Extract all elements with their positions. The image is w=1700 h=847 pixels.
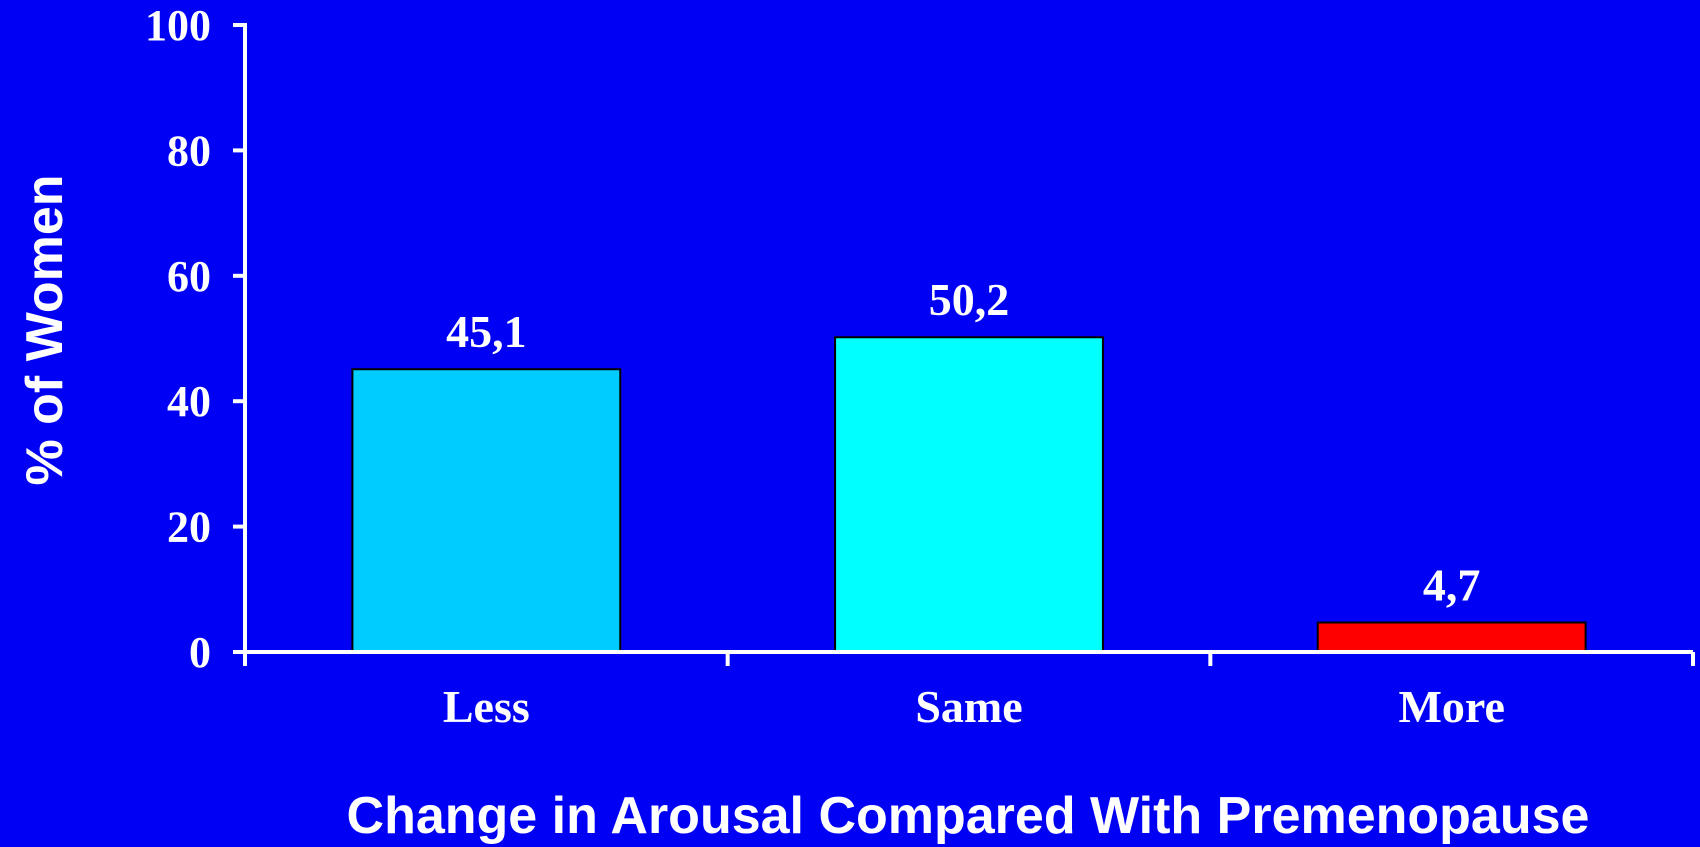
y-tick-label: 100 xyxy=(145,1,211,50)
y-axis-ticks: 0 20 40 60 80 100 xyxy=(145,1,245,677)
y-tick-label: 60 xyxy=(167,252,211,301)
y-tick-label: 20 xyxy=(167,503,211,552)
bar-same xyxy=(835,337,1103,652)
y-tick-label: 0 xyxy=(189,628,211,677)
bar-less xyxy=(352,369,620,652)
x-axis-ticks xyxy=(245,652,1693,666)
y-axis-title: % of Women xyxy=(16,174,74,485)
data-label-same: 50,2 xyxy=(929,274,1010,325)
x-axis-title: Change in Arousal Compared With Premenop… xyxy=(347,787,1590,845)
category-label-same: Same xyxy=(915,681,1022,732)
y-tick-label: 40 xyxy=(167,377,211,426)
bars-layer xyxy=(352,337,1585,652)
data-label-less: 45,1 xyxy=(446,306,527,357)
bar-more xyxy=(1318,623,1586,652)
y-tick-label: 80 xyxy=(167,126,211,175)
data-label-more: 4,7 xyxy=(1423,560,1481,611)
category-label-more: More xyxy=(1398,681,1504,732)
category-label-less: Less xyxy=(443,681,530,732)
